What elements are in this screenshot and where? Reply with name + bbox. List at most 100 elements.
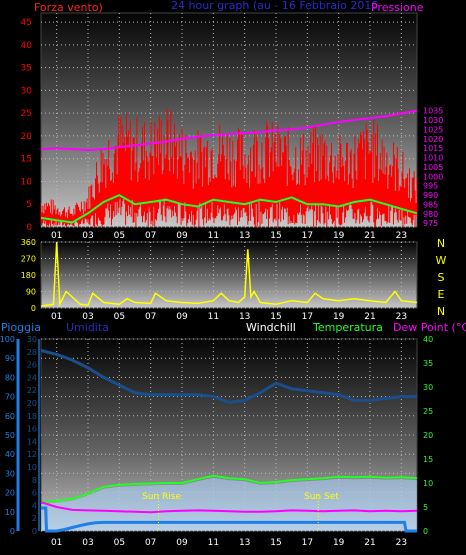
wind-direction-series	[40, 241, 418, 308]
compass-letter: E	[438, 288, 445, 301]
x-tick-label: 15	[270, 538, 281, 548]
x-tick-label: 03	[82, 538, 93, 548]
y-right-tick-label: 20	[423, 431, 433, 440]
x-tick-label: 21	[364, 538, 375, 548]
compass-letter: S	[438, 271, 445, 284]
y-left-tick-label: 30	[5, 469, 15, 478]
y-right-tick-label: 1000	[423, 172, 443, 181]
humidity-series	[40, 349, 417, 404]
y-inner-tick-label: 4	[32, 501, 37, 510]
y-right-tick-label: 1015	[423, 144, 443, 153]
y-left-tick-label: 10	[5, 508, 15, 517]
wind-avg-series	[40, 193, 418, 224]
pressure-series	[40, 109, 418, 152]
x-tick-label: 03	[82, 231, 93, 241]
y-right-tick-label: 15	[423, 455, 433, 464]
y-right-tick-label: 1020	[423, 135, 443, 144]
y-tick-label: 180	[21, 271, 36, 280]
y-right-tick-label: 30	[423, 383, 433, 392]
x-tick-label: 13	[239, 231, 250, 241]
x-tick-label: 19	[333, 312, 345, 322]
x-tick-label: 11	[208, 312, 219, 322]
x-tick-label: 23	[396, 312, 407, 322]
y-left-tick-label: 20	[21, 132, 33, 142]
x-tick-label: 01	[51, 312, 62, 322]
y-right-tick-label: 985	[423, 200, 438, 209]
x-tick-label: 17	[302, 231, 313, 241]
x-tick-label: 11	[208, 231, 219, 241]
x-tick-label: 17	[302, 538, 313, 548]
label-umidita: Umidita	[66, 321, 109, 334]
x-tick-label: 23	[396, 538, 407, 548]
panel3-axis-labels: 01 03 05 07 09 11 13 15 17 19 21 230102030405060708…	[0, 335, 433, 548]
panel2-series	[40, 241, 418, 308]
y-tick-label: 270	[21, 255, 36, 264]
y-left-tick-label: 45	[21, 18, 32, 28]
y-left-tick-label: 40	[5, 450, 15, 459]
y-tick-label: 90	[26, 288, 36, 297]
compass-letter: N	[437, 237, 445, 250]
temperature-series	[40, 474, 418, 504]
y-left-tick-label: 15	[21, 155, 32, 165]
x-tick-label: 19	[333, 231, 345, 241]
x-tick-label: 07	[145, 231, 156, 241]
y-inner-tick-label: 10	[27, 463, 37, 472]
y-left-tick-label: 0	[10, 527, 15, 536]
y-tick-label: 0	[31, 304, 36, 313]
y-inner-tick-label: 20	[27, 399, 37, 408]
y-left-tick-label: 20	[5, 489, 15, 498]
x-tick-label: 09	[176, 231, 188, 241]
y-right-tick-label: 1010	[423, 154, 443, 163]
y-right-tick-label: 1025	[423, 125, 443, 134]
y-tick-label: 360	[21, 238, 36, 247]
x-tick-label: 05	[114, 538, 125, 548]
y-left-tick-label: 5	[26, 200, 32, 210]
y-right-tick-label: 10	[423, 479, 433, 488]
x-tick-label: 13	[239, 538, 250, 548]
header-left: Forza vento)	[34, 1, 103, 14]
y-right-tick-label: 1030	[423, 116, 443, 125]
x-tick-label: 23	[396, 231, 407, 241]
y-inner-tick-label: 30	[27, 335, 37, 344]
y-left-tick-label: 10	[21, 177, 33, 187]
label-windchill: Windchill	[246, 321, 296, 334]
panel1-series	[40, 108, 418, 227]
y-inner-tick-label: 18	[27, 412, 37, 421]
y-right-tick-label: 1005	[423, 163, 443, 172]
y-left-tick-label: 30	[21, 86, 33, 96]
y-right-tick-label: 990	[423, 191, 438, 200]
panel2-grid	[41, 241, 417, 309]
y-inner-tick-label: 28	[27, 348, 37, 357]
header-right: Pressione	[371, 1, 424, 14]
y-left-tick-label: 80	[5, 373, 15, 382]
header-center: 24 hour graph (au - 16 Febbraio 2015	[171, 0, 378, 12]
y-inner-tick-label: 2	[32, 514, 37, 523]
y-inner-tick-label: 26	[27, 361, 37, 370]
y-right-tick-label: 995	[423, 182, 438, 191]
y-inner-tick-label: 8	[32, 476, 37, 485]
y-right-tick-label: 0	[423, 527, 428, 536]
y-left-tick-label: 90	[5, 354, 15, 363]
x-tick-label: 05	[114, 231, 125, 241]
x-tick-label: 17	[302, 312, 313, 322]
y-inner-tick-label: 6	[32, 489, 37, 498]
y-inner-tick-label: 22	[27, 386, 37, 395]
panel1-axis-labels: 01 03 05 07 09 11 13 15 17 19 21 230510152025303540…	[21, 18, 444, 241]
x-tick-label: 21	[364, 312, 375, 322]
x-tick-label: 03	[82, 312, 93, 322]
x-tick-label: 15	[270, 312, 281, 322]
y-left-tick-label: 70	[5, 393, 15, 402]
rain-series	[41, 506, 417, 533]
y-left-tick-label: 40	[21, 41, 33, 51]
y-right-tick-label: 975	[423, 219, 438, 228]
label-temperatura: Temperatura	[312, 321, 383, 334]
x-tick-label: 01	[51, 538, 62, 548]
compass-letter: W	[436, 254, 447, 267]
y-left-tick-label: 0	[26, 223, 32, 233]
x-tick-label: 05	[114, 312, 125, 322]
label-dewpoint: Dew Point (°C)	[393, 321, 466, 334]
label-pioggia: Pioggia	[1, 321, 41, 334]
y-inner-tick-label: 12	[27, 450, 37, 459]
y-right-tick-label: 5	[423, 503, 428, 512]
